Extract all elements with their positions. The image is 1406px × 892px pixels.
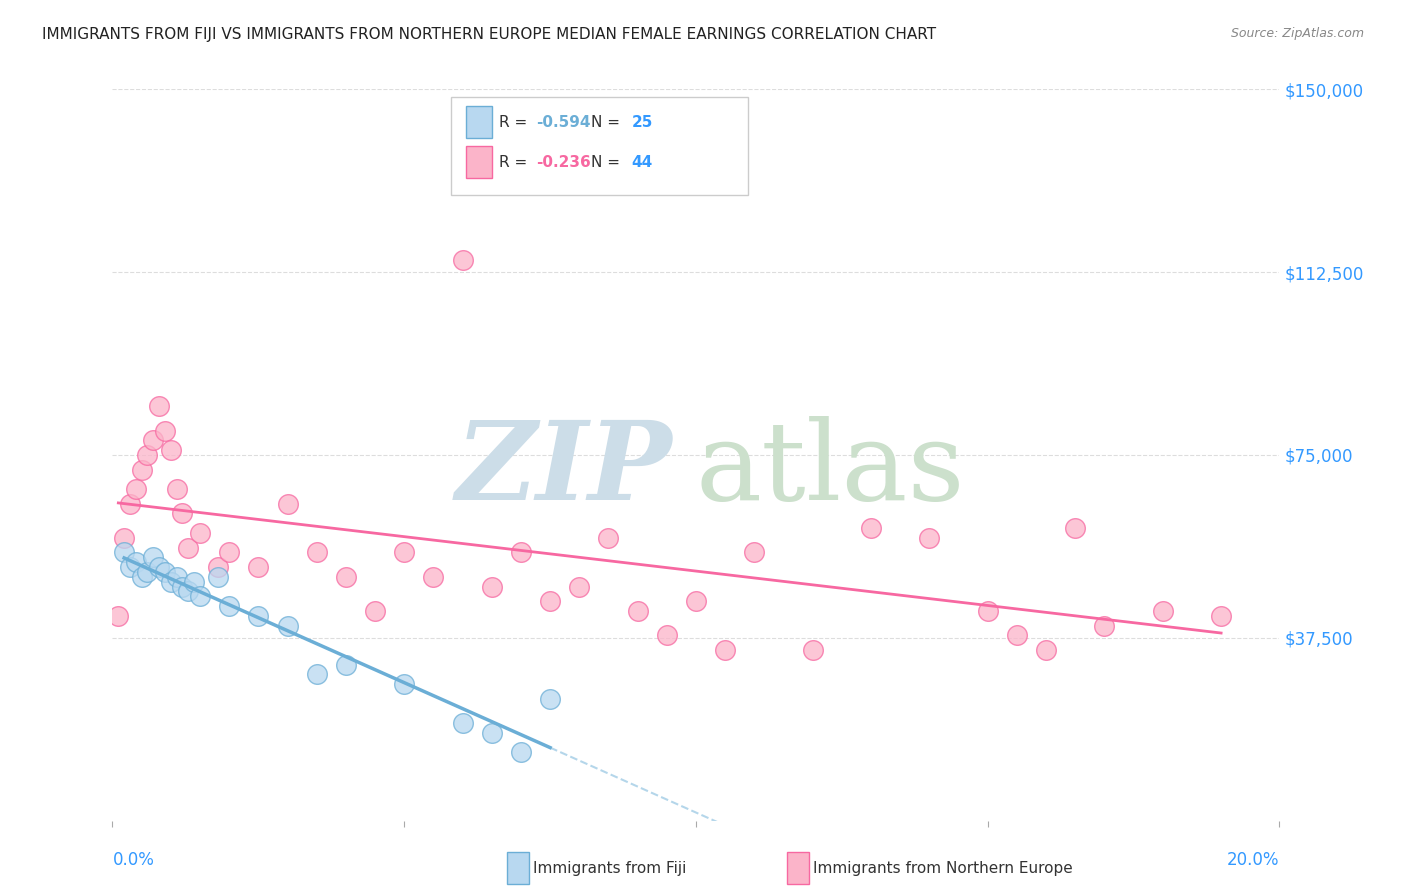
Point xyxy=(481,726,503,740)
Text: Immigrants from Fiji: Immigrants from Fiji xyxy=(533,861,686,876)
Point xyxy=(118,560,141,574)
Point xyxy=(125,555,148,569)
Point xyxy=(305,667,328,681)
Point xyxy=(627,604,650,618)
Point xyxy=(860,521,883,535)
Point xyxy=(918,531,941,545)
Text: 0.0%: 0.0% xyxy=(112,851,155,869)
Point xyxy=(335,657,357,672)
Point xyxy=(422,570,444,584)
Text: N =: N = xyxy=(591,155,624,169)
Text: -0.594: -0.594 xyxy=(536,114,591,129)
Text: Source: ZipAtlas.com: Source: ZipAtlas.com xyxy=(1230,27,1364,40)
Point xyxy=(131,570,153,584)
Point xyxy=(125,482,148,496)
Text: R =: R = xyxy=(499,155,531,169)
Point xyxy=(207,560,229,574)
Point xyxy=(481,580,503,594)
Point xyxy=(568,580,591,594)
FancyBboxPatch shape xyxy=(508,852,529,884)
Point xyxy=(183,574,205,589)
FancyBboxPatch shape xyxy=(465,106,492,138)
Point xyxy=(598,531,620,545)
Point xyxy=(148,560,170,574)
Point xyxy=(1209,608,1232,623)
Point xyxy=(172,507,194,521)
Text: 20.0%: 20.0% xyxy=(1227,851,1279,869)
Point xyxy=(655,628,678,642)
Point xyxy=(1064,521,1087,535)
Point xyxy=(685,594,707,608)
Text: N =: N = xyxy=(591,114,624,129)
Point xyxy=(509,545,531,559)
Point xyxy=(112,531,135,545)
Point xyxy=(142,550,165,565)
Point xyxy=(160,574,183,589)
Point xyxy=(509,745,531,759)
Text: ZIP: ZIP xyxy=(456,416,672,524)
Point xyxy=(207,570,229,584)
Point xyxy=(742,545,765,559)
Point xyxy=(247,560,270,574)
Point xyxy=(172,580,194,594)
Point xyxy=(148,399,170,413)
Point xyxy=(131,462,153,476)
Point xyxy=(364,604,387,618)
Point xyxy=(714,643,737,657)
FancyBboxPatch shape xyxy=(451,96,748,195)
Point xyxy=(305,545,328,559)
Point xyxy=(451,252,474,267)
Text: IMMIGRANTS FROM FIJI VS IMMIGRANTS FROM NORTHERN EUROPE MEDIAN FEMALE EARNINGS C: IMMIGRANTS FROM FIJI VS IMMIGRANTS FROM … xyxy=(42,27,936,42)
Point xyxy=(188,590,211,604)
Point xyxy=(1005,628,1028,642)
Point xyxy=(276,497,298,511)
Text: -0.236: -0.236 xyxy=(536,155,591,169)
Point xyxy=(160,443,183,458)
Point xyxy=(107,608,129,623)
Point xyxy=(394,677,416,691)
Text: 44: 44 xyxy=(631,155,652,169)
FancyBboxPatch shape xyxy=(787,852,810,884)
Point xyxy=(451,716,474,731)
Point xyxy=(166,570,188,584)
Text: 25: 25 xyxy=(631,114,654,129)
Point xyxy=(153,565,176,579)
Point xyxy=(276,618,298,632)
Point xyxy=(1152,604,1174,618)
Point xyxy=(538,691,561,706)
Point xyxy=(177,541,200,555)
Text: Immigrants from Northern Europe: Immigrants from Northern Europe xyxy=(813,861,1073,876)
Text: atlas: atlas xyxy=(696,416,966,523)
Point xyxy=(166,482,188,496)
Point xyxy=(247,608,270,623)
Point xyxy=(538,594,561,608)
Point xyxy=(177,584,200,599)
Point xyxy=(335,570,357,584)
Point xyxy=(1094,618,1116,632)
Point xyxy=(1035,643,1057,657)
Point xyxy=(153,424,176,438)
Point xyxy=(136,565,159,579)
Point xyxy=(801,643,824,657)
Point xyxy=(976,604,998,618)
Text: R =: R = xyxy=(499,114,531,129)
Point xyxy=(112,545,135,559)
Point xyxy=(136,448,159,462)
Point xyxy=(394,545,416,559)
Point xyxy=(188,525,211,540)
Point xyxy=(218,545,240,559)
FancyBboxPatch shape xyxy=(465,146,492,178)
Point xyxy=(142,434,165,448)
Point xyxy=(118,497,141,511)
Point xyxy=(218,599,240,613)
